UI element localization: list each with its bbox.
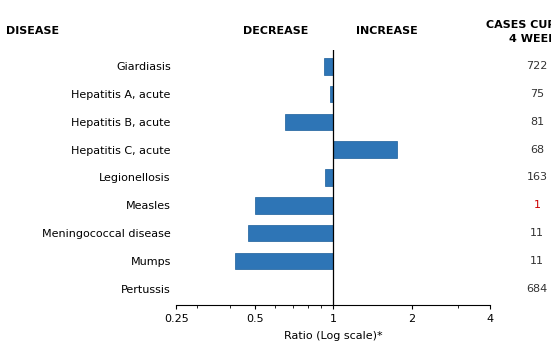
Bar xyxy=(325,169,333,186)
Text: 163: 163 xyxy=(527,173,548,182)
Text: 81: 81 xyxy=(530,117,544,127)
Text: 722: 722 xyxy=(527,61,548,71)
Bar xyxy=(330,86,333,103)
X-axis label: Ratio (Log scale)*: Ratio (Log scale)* xyxy=(284,331,382,341)
Text: DISEASE: DISEASE xyxy=(6,26,58,36)
Bar xyxy=(235,252,333,269)
Bar xyxy=(324,58,333,75)
Bar xyxy=(284,114,333,130)
Text: 11: 11 xyxy=(530,256,544,266)
Bar xyxy=(255,197,333,214)
Text: INCREASE: INCREASE xyxy=(356,26,418,36)
Text: 68: 68 xyxy=(530,145,544,155)
Text: 684: 684 xyxy=(527,284,548,294)
Bar xyxy=(333,141,397,158)
Text: 75: 75 xyxy=(530,89,544,99)
Text: 1: 1 xyxy=(534,200,541,210)
Text: CASES CURRENT: CASES CURRENT xyxy=(486,20,551,30)
Bar xyxy=(248,225,333,241)
Text: 11: 11 xyxy=(530,228,544,238)
Text: DECREASE: DECREASE xyxy=(243,26,308,36)
Text: 4 WEEKS: 4 WEEKS xyxy=(509,34,551,44)
